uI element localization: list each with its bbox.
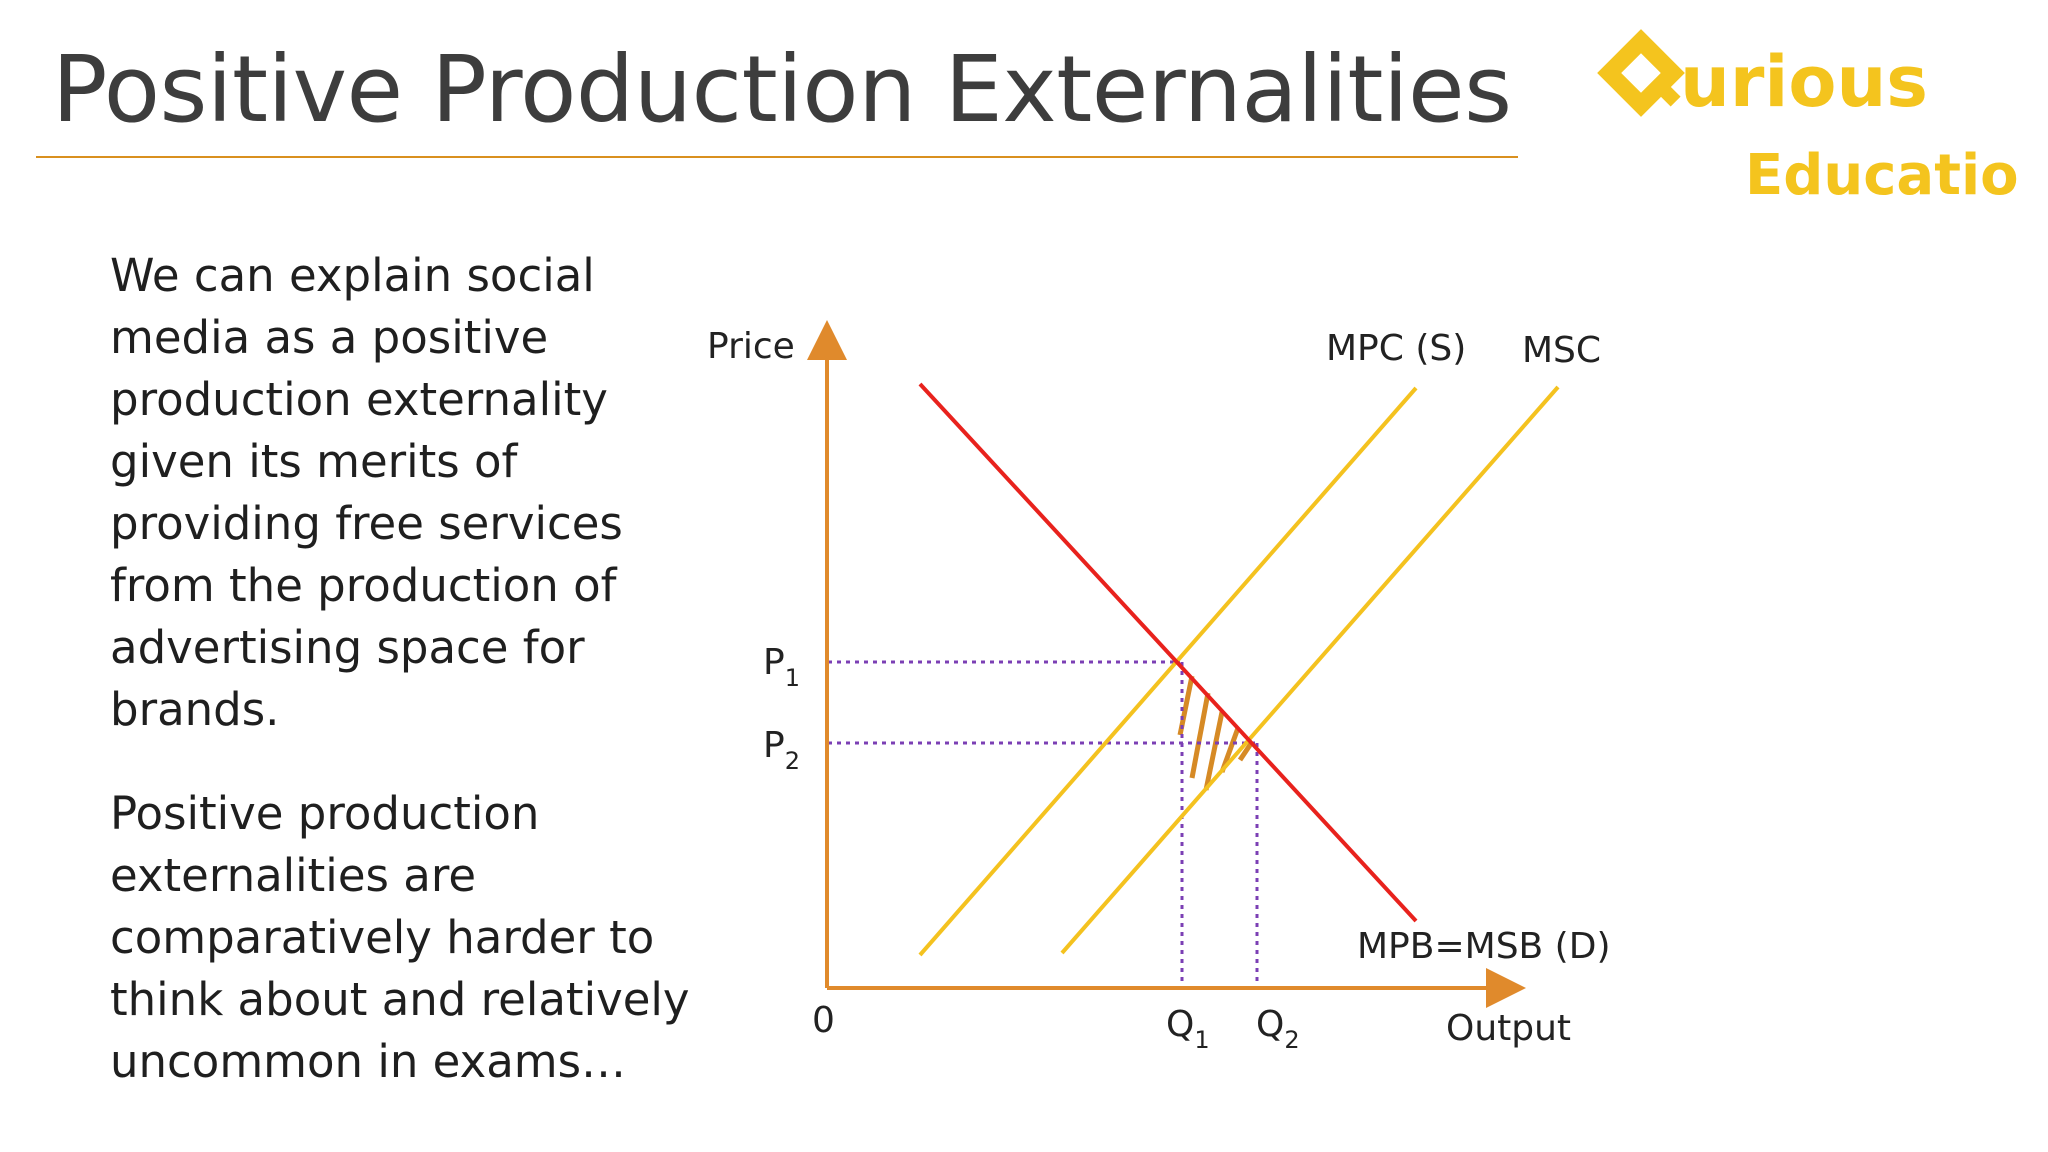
logo-word-education: Education <box>1745 143 2020 208</box>
body-text: We can explain social media as a positiv… <box>110 245 720 1135</box>
guide-lines <box>828 660 1259 988</box>
q1-label: Q1 <box>1166 1004 1210 1054</box>
msc-label: MSC <box>1522 330 1601 371</box>
demand-label: MPB=MSB (D) <box>1357 926 1611 967</box>
demand-curve <box>918 382 1418 923</box>
mpc-label: MPC (S) <box>1326 328 1466 369</box>
origin-label: 0 <box>812 1000 835 1041</box>
logo-q-mark-icon <box>1597 29 1685 117</box>
y-axis-label: Price <box>707 326 795 367</box>
title-underline <box>36 156 1518 158</box>
msc-curve <box>1060 385 1560 955</box>
p2-label: P2 <box>763 725 800 775</box>
body-paragraph-2: Positive production externalities are co… <box>110 787 690 1088</box>
x-axis-label: Output <box>1446 1008 1571 1049</box>
slide-title: Positive Production Externalities <box>52 36 1512 143</box>
p1-label: P1 <box>763 642 800 692</box>
logo-word-curious: urious <box>1680 41 1928 123</box>
mpc-supply-curve <box>918 386 1418 957</box>
q2-label: Q2 <box>1256 1004 1300 1054</box>
curious-education-logo: urious Education <box>1597 29 2020 208</box>
body-paragraph-1: We can explain social media as a positiv… <box>110 249 623 736</box>
